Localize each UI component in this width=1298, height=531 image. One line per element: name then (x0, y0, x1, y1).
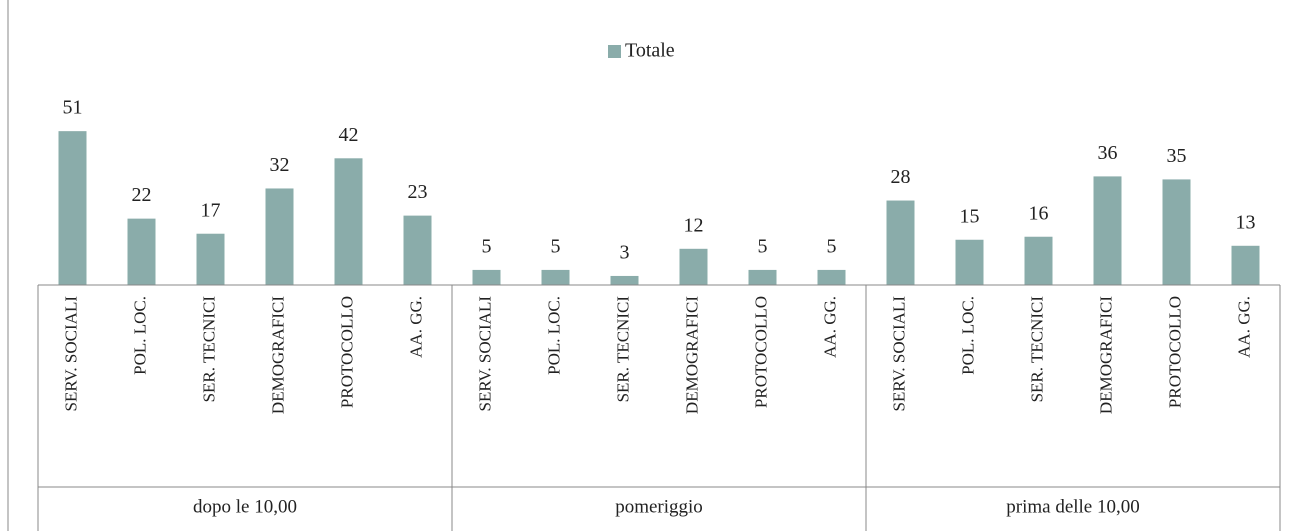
value-label: 36 (1098, 142, 1118, 164)
bar (817, 269, 846, 285)
value-label: 5 (827, 236, 837, 258)
bar (58, 131, 87, 285)
value-label: 16 (1029, 202, 1049, 224)
legend-swatch (608, 45, 621, 58)
x-tick-label: SERV. SOCIALI (889, 296, 908, 412)
x-tick-label: DEMOGRAFICI (268, 296, 287, 414)
bar (334, 158, 363, 285)
value-label: 51 (63, 97, 83, 119)
value-label: 13 (1236, 211, 1256, 233)
value-label: 15 (960, 205, 980, 227)
x-tick-label: SER. TECNICI (613, 296, 632, 403)
value-label: 5 (758, 236, 768, 258)
bar (1093, 176, 1122, 285)
bar (1024, 236, 1053, 285)
group-label: pomeriggio (615, 496, 703, 517)
x-tick-label: PROTOCOLLO (1165, 296, 1184, 408)
x-tick-label: POL. LOC. (130, 296, 149, 375)
x-tick-label: POL. LOC. (544, 296, 563, 375)
value-label: 23 (408, 181, 428, 203)
bar (610, 275, 639, 285)
bar (127, 218, 156, 285)
value-label: 12 (684, 214, 704, 236)
bar (403, 215, 432, 285)
value-label: 5 (482, 236, 492, 258)
value-label: 3 (620, 242, 630, 264)
bar (1231, 245, 1260, 285)
x-tick-label: PROTOCOLLO (337, 296, 356, 408)
x-tick-label: AA. GG. (820, 296, 839, 358)
x-tick-label: SER. TECNICI (1027, 296, 1046, 403)
bar (1162, 179, 1191, 285)
x-tick-label: SERV. SOCIALI (61, 296, 80, 412)
x-tick-label: DEMOGRAFICI (1096, 296, 1115, 414)
value-label: 22 (132, 184, 152, 206)
value-label: 17 (201, 199, 221, 221)
group-label: prima delle 10,00 (1006, 496, 1140, 517)
x-tick-label: POL. LOC. (958, 296, 977, 375)
x-tick-label: AA. GG. (1234, 296, 1253, 358)
bar (196, 233, 225, 285)
value-label: 28 (891, 166, 911, 188)
bar (955, 239, 984, 285)
bar (265, 188, 294, 285)
x-tick-label: SER. TECNICI (199, 296, 218, 403)
x-tick-label: PROTOCOLLO (751, 296, 770, 408)
x-tick-label: AA. GG. (406, 296, 425, 358)
value-label: 32 (270, 154, 290, 176)
bar (748, 269, 777, 285)
value-label: 5 (551, 236, 561, 258)
legend-label: Totale (625, 40, 675, 62)
group-label: dopo le 10,00 (193, 496, 297, 517)
bar (886, 200, 915, 285)
bar (679, 248, 708, 285)
x-tick-label: SERV. SOCIALI (475, 296, 494, 412)
bar (541, 269, 570, 285)
value-label: 35 (1167, 145, 1187, 167)
bar (472, 269, 501, 285)
x-tick-label: DEMOGRAFICI (682, 296, 701, 414)
value-label: 42 (339, 124, 359, 146)
